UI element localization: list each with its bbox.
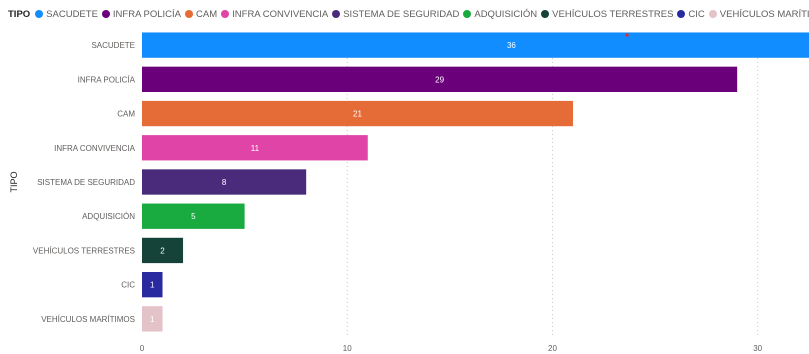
legend-label: SISTEMA DE SEGURIDAD	[343, 8, 460, 20]
category-label: CAM	[117, 110, 135, 119]
legend-item[interactable]: SISTEMA DE SEGURIDAD	[332, 9, 459, 20]
legend-label: SACUDETE	[46, 8, 98, 20]
category-label: ADQUISICIÓN	[82, 212, 135, 221]
data-label: 2	[160, 246, 165, 255]
data-label: 8	[222, 178, 227, 187]
legend-item[interactable]: CIC	[677, 8, 705, 20]
legend-item[interactable]: INFRA POLICÍA	[101, 8, 182, 20]
category-label: VEHÍCULOS TERRESTRES	[33, 246, 135, 255]
bar[interactable]	[142, 272, 163, 298]
category-label: SISTEMA DE SEGURIDAD	[37, 178, 135, 187]
data-label: 5	[191, 212, 196, 221]
legend-label: CIC	[688, 8, 705, 20]
data-label: 1	[150, 315, 155, 324]
category-label: INFRA CONVIVENCIA	[54, 144, 136, 153]
x-tick-label: 10	[343, 344, 352, 353]
legend-marker-icon	[221, 10, 230, 18]
bar[interactable]	[142, 203, 245, 229]
category-label: INFRA POLICÍA	[78, 75, 136, 84]
legend-item[interactable]: ADQUISICIÓN	[463, 9, 537, 20]
legend-title: TIPO	[8, 8, 31, 20]
x-tick-label: 30	[753, 344, 762, 353]
legend-marker-icon	[332, 10, 341, 18]
legend-label: INFRA POLICÍA	[112, 8, 182, 20]
bar[interactable]	[142, 169, 307, 195]
legend-marker-icon	[677, 10, 686, 18]
x-tick-label: 0	[140, 344, 145, 353]
y-axis-title: TIPO	[9, 171, 19, 192]
bar[interactable]	[142, 66, 738, 92]
legend-item[interactable]: VEHÍCULOS MARÍTIMOS	[708, 8, 809, 20]
bar[interactable]	[142, 306, 163, 332]
legend-label: VEHÍCULOS MARÍTIMOS	[719, 8, 809, 20]
legend-label: CAM	[196, 8, 218, 20]
data-label: 29	[435, 75, 444, 84]
bar[interactable]	[142, 237, 184, 264]
indicator-dot	[625, 33, 629, 37]
bar[interactable]	[142, 100, 573, 127]
bar[interactable]	[142, 135, 368, 161]
data-label: 36	[507, 41, 516, 50]
legend-marker-icon	[185, 10, 194, 18]
legend-label: ADQUISICIÓN	[474, 8, 538, 20]
legend: TIPO SACUDETE INFRA POLICÍA CAM INFRA CONVI…	[8, 6, 809, 22]
legend-marker-icon	[463, 10, 472, 18]
bar[interactable]	[142, 32, 809, 58]
category-label: SACUDETE	[91, 41, 135, 50]
legend-item[interactable]: CAM	[185, 9, 217, 20]
data-label: 11	[251, 144, 260, 153]
legend-marker-icon	[35, 10, 44, 18]
category-label: VEHÍCULOS MARÍTIMOS	[41, 315, 135, 324]
category-label: CIC	[121, 281, 135, 290]
data-label: 1	[150, 281, 155, 290]
legend-label: VEHÍCULOS TERRESTRES	[552, 8, 674, 20]
legend-item[interactable]: VEHÍCULOS TERRESTRES	[541, 9, 673, 20]
legend-marker-icon	[708, 10, 717, 18]
legend-item[interactable]: INFRA CONVIVENCIA	[221, 9, 328, 20]
legend-item[interactable]: SACUDETE	[35, 9, 98, 20]
legend-marker-icon	[541, 10, 550, 18]
legend-marker-icon	[101, 10, 110, 18]
data-label: 21	[353, 110, 362, 119]
legend-label: INFRA CONVIVENCIA	[232, 8, 329, 20]
x-tick-label: 20	[548, 344, 557, 353]
